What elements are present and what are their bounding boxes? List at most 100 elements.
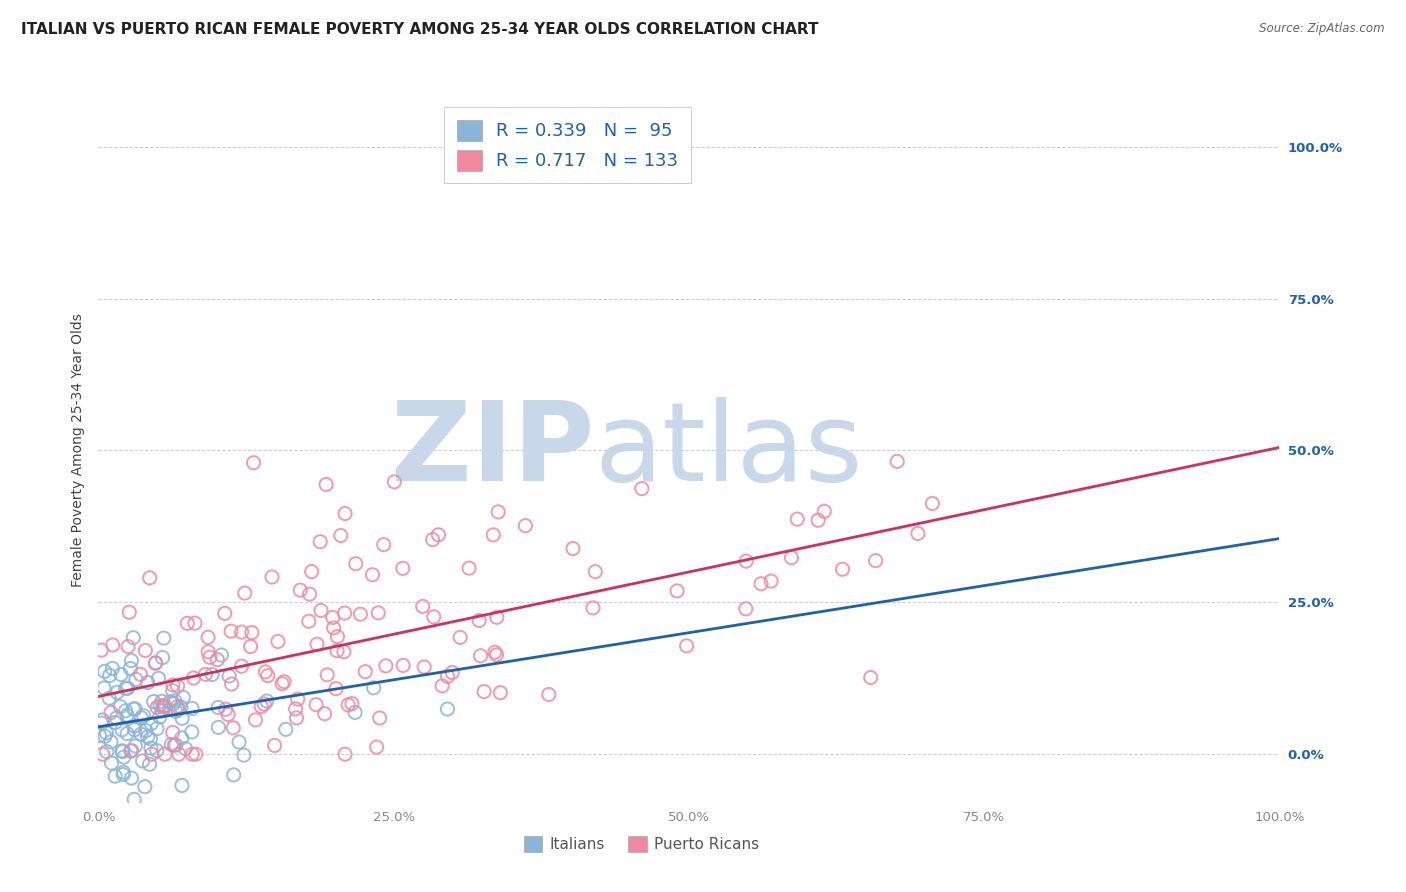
Point xyxy=(120,654,142,668)
Point xyxy=(100,706,122,720)
Point xyxy=(110,667,132,681)
Point xyxy=(228,735,250,749)
Point xyxy=(138,571,160,585)
Point xyxy=(333,606,356,620)
Point xyxy=(153,698,176,713)
Point xyxy=(382,475,405,489)
Point xyxy=(472,684,495,698)
Point xyxy=(129,727,152,741)
Point xyxy=(149,710,172,724)
Text: ITALIAN VS PUERTO RICAN FEMALE POVERTY AMONG 25-34 YEAR OLDS CORRELATION CHART: ITALIAN VS PUERTO RICAN FEMALE POVERTY A… xyxy=(21,22,818,37)
Point xyxy=(94,729,117,743)
Point xyxy=(322,621,344,635)
Point xyxy=(160,738,183,752)
Point xyxy=(124,719,146,733)
Point xyxy=(91,747,114,762)
Point xyxy=(735,554,758,568)
Point xyxy=(582,601,605,615)
Point xyxy=(90,643,112,657)
Point xyxy=(274,723,297,737)
Point xyxy=(813,504,835,518)
Point xyxy=(129,667,152,681)
Point xyxy=(214,607,236,621)
Point xyxy=(413,660,436,674)
Point xyxy=(172,711,194,725)
Point xyxy=(786,512,808,526)
Point xyxy=(181,701,204,715)
Point xyxy=(105,685,128,699)
Point xyxy=(218,669,240,683)
Point xyxy=(150,694,173,708)
Point xyxy=(366,740,388,755)
Point xyxy=(340,697,363,711)
Point xyxy=(146,743,169,757)
Point xyxy=(101,661,124,675)
Point xyxy=(145,656,167,670)
Point xyxy=(197,645,219,659)
Point xyxy=(749,576,772,591)
Y-axis label: Female Poverty Among 25-34 Year Olds: Female Poverty Among 25-34 Year Olds xyxy=(72,313,86,588)
Point xyxy=(136,730,159,744)
Point xyxy=(165,738,187,752)
Point xyxy=(315,477,337,491)
Point xyxy=(441,665,464,680)
Point xyxy=(201,667,224,681)
Point xyxy=(309,534,332,549)
Point xyxy=(256,669,278,683)
Point xyxy=(162,678,184,692)
Point xyxy=(734,602,756,616)
Point xyxy=(344,557,367,571)
Point xyxy=(162,725,184,739)
Point xyxy=(231,659,253,673)
Point xyxy=(114,681,136,696)
Point xyxy=(458,561,481,575)
Point xyxy=(163,694,186,708)
Point xyxy=(117,681,139,696)
Point xyxy=(326,630,349,644)
Point xyxy=(165,704,187,718)
Point xyxy=(93,681,115,695)
Point xyxy=(284,702,307,716)
Point xyxy=(176,616,198,631)
Point xyxy=(167,747,190,762)
Point xyxy=(271,676,294,690)
Point xyxy=(333,645,356,659)
Point xyxy=(422,610,444,624)
Point xyxy=(326,643,349,657)
Point xyxy=(152,650,174,665)
Point xyxy=(129,711,152,725)
Point xyxy=(363,681,385,695)
Point xyxy=(120,744,142,758)
Point xyxy=(214,702,236,716)
Point xyxy=(344,706,367,720)
Text: Source: ZipAtlas.com: Source: ZipAtlas.com xyxy=(1260,22,1385,36)
Point xyxy=(115,708,138,723)
Point xyxy=(256,694,278,708)
Point xyxy=(245,713,267,727)
Point xyxy=(172,690,194,705)
Point xyxy=(583,565,606,579)
Point xyxy=(631,482,654,496)
Point xyxy=(273,674,295,689)
Point xyxy=(166,699,188,714)
Point xyxy=(105,711,128,725)
Point xyxy=(152,699,174,714)
Point xyxy=(759,574,782,588)
Point xyxy=(114,704,136,718)
Point xyxy=(240,625,263,640)
Point xyxy=(159,695,181,709)
Point xyxy=(124,739,146,753)
Point xyxy=(96,745,118,759)
Point xyxy=(122,631,145,645)
Point xyxy=(121,744,143,758)
Point xyxy=(436,702,458,716)
Point xyxy=(316,668,339,682)
Point xyxy=(470,648,492,663)
Point xyxy=(325,681,347,696)
Point xyxy=(91,713,114,727)
Point xyxy=(468,614,491,628)
Point xyxy=(139,731,162,746)
Point xyxy=(239,640,262,654)
Point xyxy=(138,757,160,772)
Point xyxy=(207,652,229,666)
